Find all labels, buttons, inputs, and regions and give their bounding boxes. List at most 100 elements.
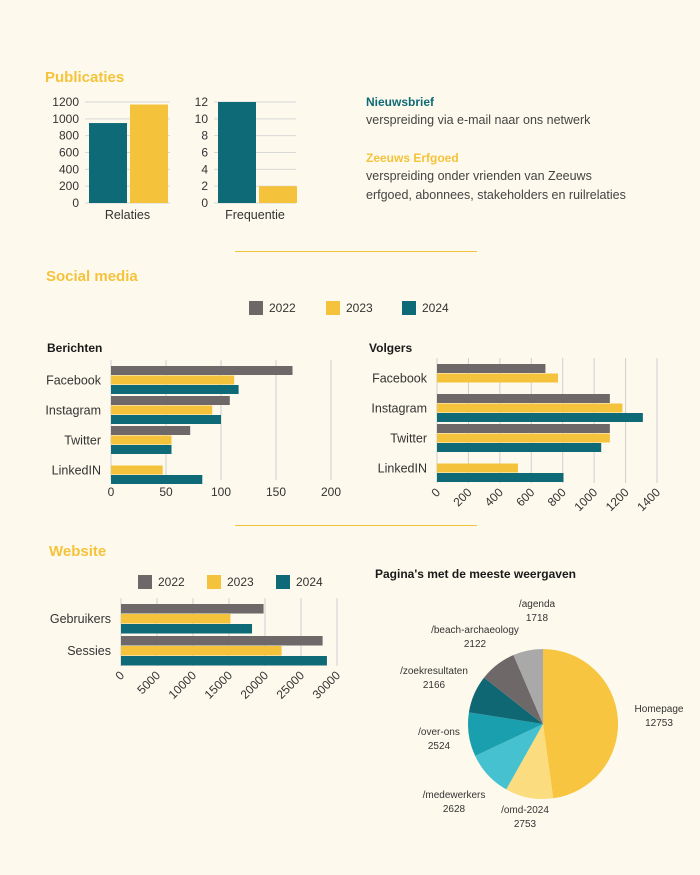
bar-2023: [121, 614, 231, 624]
pie-value-label: 1718: [526, 613, 549, 624]
pie-slice: [468, 677, 543, 724]
x-tick-label: 200: [321, 485, 341, 499]
category-label: Twitter: [64, 433, 101, 447]
pie-chart: Homepage 12753/omd-2024 2753/medewerkers 26…: [400, 599, 684, 830]
category-label: Instagram: [371, 401, 427, 415]
category-label: Facebook: [372, 371, 428, 385]
x-tick-label: 10000: [166, 668, 200, 702]
y-tick-label: 0: [72, 196, 79, 210]
x-axis-label: Relaties: [105, 208, 150, 222]
y-tick-label: 2: [201, 179, 208, 193]
pie-slice: [484, 655, 543, 724]
pie-label: /medewerkers: [423, 790, 486, 801]
pie-slice: [506, 724, 554, 799]
bar-2023: [437, 433, 610, 443]
y-tick-label: 600: [59, 146, 79, 160]
x-tick-label: 100: [211, 485, 231, 499]
section-title-social-media: Social media: [46, 268, 138, 285]
bar-zeeuws-erfgoed: [130, 104, 168, 203]
x-tick-label: 0: [428, 485, 443, 500]
bar-2024: [437, 473, 564, 482]
pie-slice: [475, 724, 543, 790]
website-legend-label-2024: 2024: [296, 575, 323, 589]
x-tick-label: 1200: [603, 485, 632, 514]
pie-value-label: 2753: [514, 819, 537, 830]
x-tick-label: 20000: [238, 668, 272, 702]
x-tick-label: 800: [545, 485, 569, 509]
section-title-publicaties: Publicaties: [45, 69, 125, 86]
bar-2023: [437, 463, 518, 473]
y-tick-label: 0: [201, 196, 208, 210]
website-legend-2022: 2022: [138, 575, 185, 589]
erfgoed-text-line1: verspreiding onder vrienden van Zeeuws: [366, 169, 592, 183]
category-label: Gebruikers: [50, 612, 111, 626]
category-label: Instagram: [45, 403, 101, 417]
x-tick-label: 15000: [202, 668, 236, 702]
y-tick-label: 6: [201, 146, 208, 160]
berichten-title: Berichten: [47, 341, 103, 355]
pie-title: Pagina's met de meeste weergaven: [375, 567, 576, 581]
legend-2024: 2024: [402, 301, 449, 315]
category-label: Facebook: [46, 373, 102, 387]
pie-label: Homepage: [635, 704, 684, 715]
bar-2022: [111, 396, 230, 405]
website-legend-2023: 2023: [207, 575, 254, 589]
bar-2023: [111, 405, 213, 415]
legend-2023: 2023: [326, 301, 373, 315]
pie-label: /beach-archaeology: [431, 625, 519, 636]
pie-slice: [513, 649, 543, 724]
bar-2022: [437, 364, 546, 373]
legend-label-2022: 2022: [269, 301, 296, 315]
category-label: Twitter: [390, 431, 427, 445]
erfgoed-text-line2: erfgoed, abonnees, stakeholders en ruilr…: [366, 188, 626, 202]
y-tick-label: 800: [59, 129, 79, 143]
bar-2024: [111, 445, 172, 454]
category-label: LinkedIN: [378, 461, 427, 475]
pie-value-label: 2524: [428, 741, 451, 752]
x-tick-label: 200: [450, 485, 474, 509]
pie-label: /zoekresultaten: [400, 666, 468, 677]
pie-value-label: 12753: [645, 718, 673, 729]
x-axis-label: Frequentie: [225, 208, 285, 222]
website-legend-label-2023: 2023: [227, 575, 254, 589]
legend-swatch-2023: [326, 301, 340, 315]
legend-swatch-2022: [249, 301, 263, 315]
website-legend-label-2022: 2022: [158, 575, 185, 589]
bar-zeeuws-erfgoed: [259, 186, 297, 203]
y-tick-label: 1000: [52, 112, 79, 126]
divider-1: [235, 251, 477, 252]
bar-2023: [437, 373, 558, 383]
bar-2023: [437, 403, 623, 413]
website-legend-swatch-2024: [276, 575, 290, 589]
frequentie-chart: 0 2 4 6 8 10 12 Frequentie: [195, 95, 297, 222]
bar-2024: [111, 385, 239, 394]
pie-slice: [468, 712, 543, 756]
bar-2022: [121, 636, 323, 646]
website-chart: 0 5000 10000 15000 20000 25000 30000 Gebruikers…: [50, 598, 343, 702]
x-tick-label: 5000: [134, 668, 163, 697]
bar-2023: [111, 375, 235, 385]
y-tick-label: 8: [201, 129, 208, 143]
x-tick-label: 25000: [274, 668, 308, 702]
pie-label: /agenda: [519, 599, 556, 610]
y-tick-label: 12: [195, 95, 209, 109]
category-label: Sessies: [67, 644, 111, 658]
x-tick-label: 1000: [571, 485, 600, 514]
y-tick-label: 4: [201, 162, 208, 176]
bar-2024: [111, 475, 203, 484]
legend-2022: 2022: [249, 301, 296, 315]
bar-2022: [111, 366, 293, 375]
bar-nieuwsbrief: [218, 102, 256, 203]
x-tick-label: 400: [482, 485, 506, 509]
volgers-chart: 0 200 400 600 800 1000 1200 1400 Facebook Instagr…: [371, 358, 663, 514]
volgers-title: Volgers: [369, 341, 413, 355]
x-tick-label: 150: [266, 485, 286, 499]
x-tick-label: 50: [159, 485, 173, 499]
pie-value-label: 2122: [464, 639, 487, 650]
x-tick-label: 0: [108, 485, 115, 499]
bar-2024: [121, 624, 253, 634]
y-tick-label: 10: [195, 112, 209, 126]
bar-2023: [111, 435, 172, 445]
y-tick-label: 200: [59, 179, 79, 193]
website-legend-swatch-2023: [207, 575, 221, 589]
